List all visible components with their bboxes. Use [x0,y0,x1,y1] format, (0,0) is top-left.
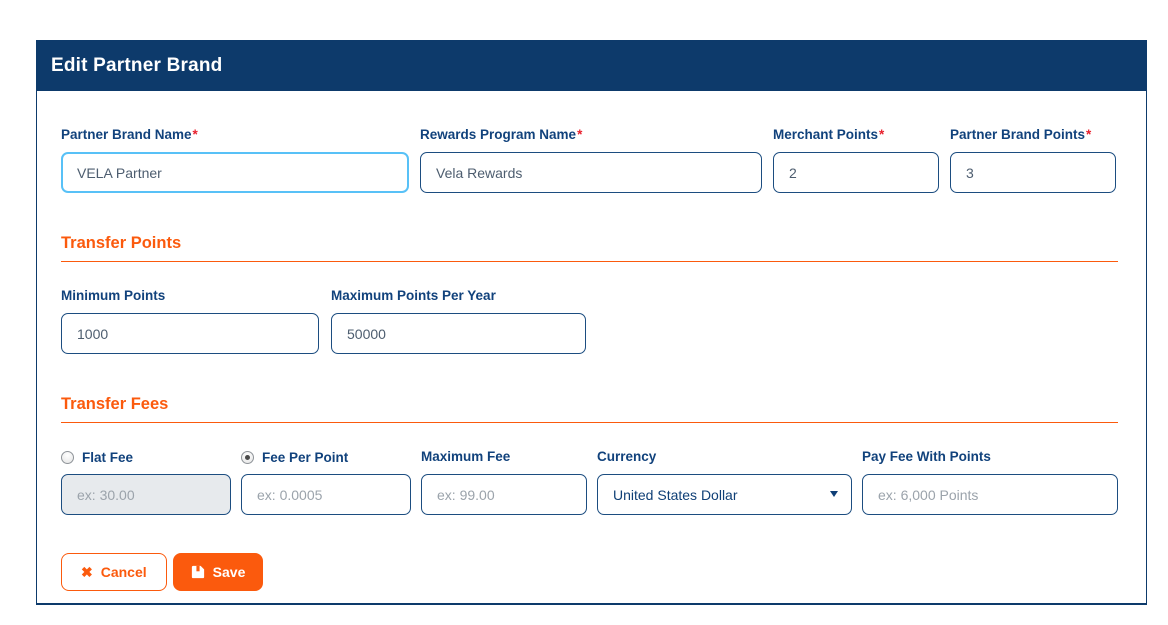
transfer-fees-row: Flat Fee Fee Per Point Maximum Fee Curre… [61,449,1118,515]
label-text: Maximum Points Per Year [331,288,496,303]
label-text: Maximum Fee [421,449,511,464]
fee-per-point-radio-label[interactable]: Fee Per Point [262,450,349,465]
fee-per-point-radio[interactable] [241,451,254,464]
label-text: Minimum Points [61,288,166,303]
card-header: Edit Partner Brand [37,41,1146,91]
transfer-points-row: Minimum Points Maximum Points Per Year [61,288,1118,354]
pay-fee-with-points-input[interactable] [862,474,1118,515]
main-fields-row: Partner Brand Name* Rewards Program Name… [61,127,1118,193]
required-asterisk: * [879,127,885,142]
flat-fee-radio[interactable] [61,451,74,464]
merchant-points-input[interactable] [773,152,939,193]
currency-select-wrap: United States Dollar [597,474,852,515]
transfer-points-heading: Transfer Points [61,234,182,252]
flat-fee-input [61,474,231,515]
minimum-points-input[interactable] [61,313,319,354]
save-button-label: Save [212,564,246,580]
partner-brand-name-input[interactable] [61,152,409,193]
maximum-points-per-year-field: Maximum Points Per Year [331,288,586,354]
partner-brand-name-field: Partner Brand Name* [61,127,409,193]
section-divider [61,422,1118,423]
section-divider [61,261,1118,262]
rewards-program-name-input[interactable] [420,152,762,193]
card-body: Partner Brand Name* Rewards Program Name… [37,91,1146,591]
rewards-program-name-field: Rewards Program Name* [420,127,762,193]
cancel-x-icon: ✖ [81,564,93,580]
save-button[interactable]: Save [172,553,264,591]
edit-partner-brand-card: Edit Partner Brand Partner Brand Name* R… [36,40,1147,605]
label-text: Rewards Program Name [420,127,577,142]
flat-fee-field: Flat Fee [61,449,231,515]
required-asterisk: * [577,127,583,142]
rewards-program-name-label: Rewards Program Name* [420,127,762,144]
label-text: Pay Fee With Points [862,449,991,464]
partner-brand-points-field: Partner Brand Points* [950,127,1116,193]
pay-fee-with-points-label: Pay Fee With Points [862,449,1118,466]
fee-per-point-field: Fee Per Point [241,449,411,515]
partner-brand-points-label: Partner Brand Points* [950,127,1116,144]
transfer-fees-heading: Transfer Fees [61,395,169,413]
minimum-points-field: Minimum Points [61,288,319,354]
merchant-points-field: Merchant Points* [773,127,939,193]
currency-label: Currency [597,449,852,466]
partner-brand-name-label: Partner Brand Name* [61,127,409,144]
currency-select[interactable]: United States Dollar [597,474,852,515]
label-text: Merchant Points [773,127,879,142]
save-floppy-icon [191,565,205,579]
flat-fee-radio-row: Flat Fee [61,449,231,466]
maximum-points-per-year-input[interactable] [331,313,586,354]
label-text: Currency [597,449,657,464]
fee-per-point-input[interactable] [241,474,411,515]
currency-field: Currency United States Dollar [597,449,852,515]
page-title: Edit Partner Brand [51,55,223,76]
fee-per-point-radio-row: Fee Per Point [241,449,411,466]
maximum-fee-field: Maximum Fee [421,449,587,515]
cancel-button[interactable]: ✖ Cancel [61,553,167,591]
pay-fee-with-points-field: Pay Fee With Points [862,449,1118,515]
merchant-points-label: Merchant Points* [773,127,939,144]
label-text: Partner Brand Points [950,127,1086,142]
flat-fee-radio-label[interactable]: Flat Fee [82,450,134,465]
maximum-fee-input[interactable] [421,474,587,515]
required-asterisk: * [1086,127,1092,142]
minimum-points-label: Minimum Points [61,288,319,305]
label-text: Partner Brand Name [61,127,192,142]
maximum-fee-label: Maximum Fee [421,449,587,466]
required-asterisk: * [192,127,198,142]
form-actions: ✖ Cancel Save [61,553,1118,591]
partner-brand-points-input[interactable] [950,152,1116,193]
cancel-button-label: Cancel [100,564,147,580]
maximum-points-per-year-label: Maximum Points Per Year [331,288,586,305]
